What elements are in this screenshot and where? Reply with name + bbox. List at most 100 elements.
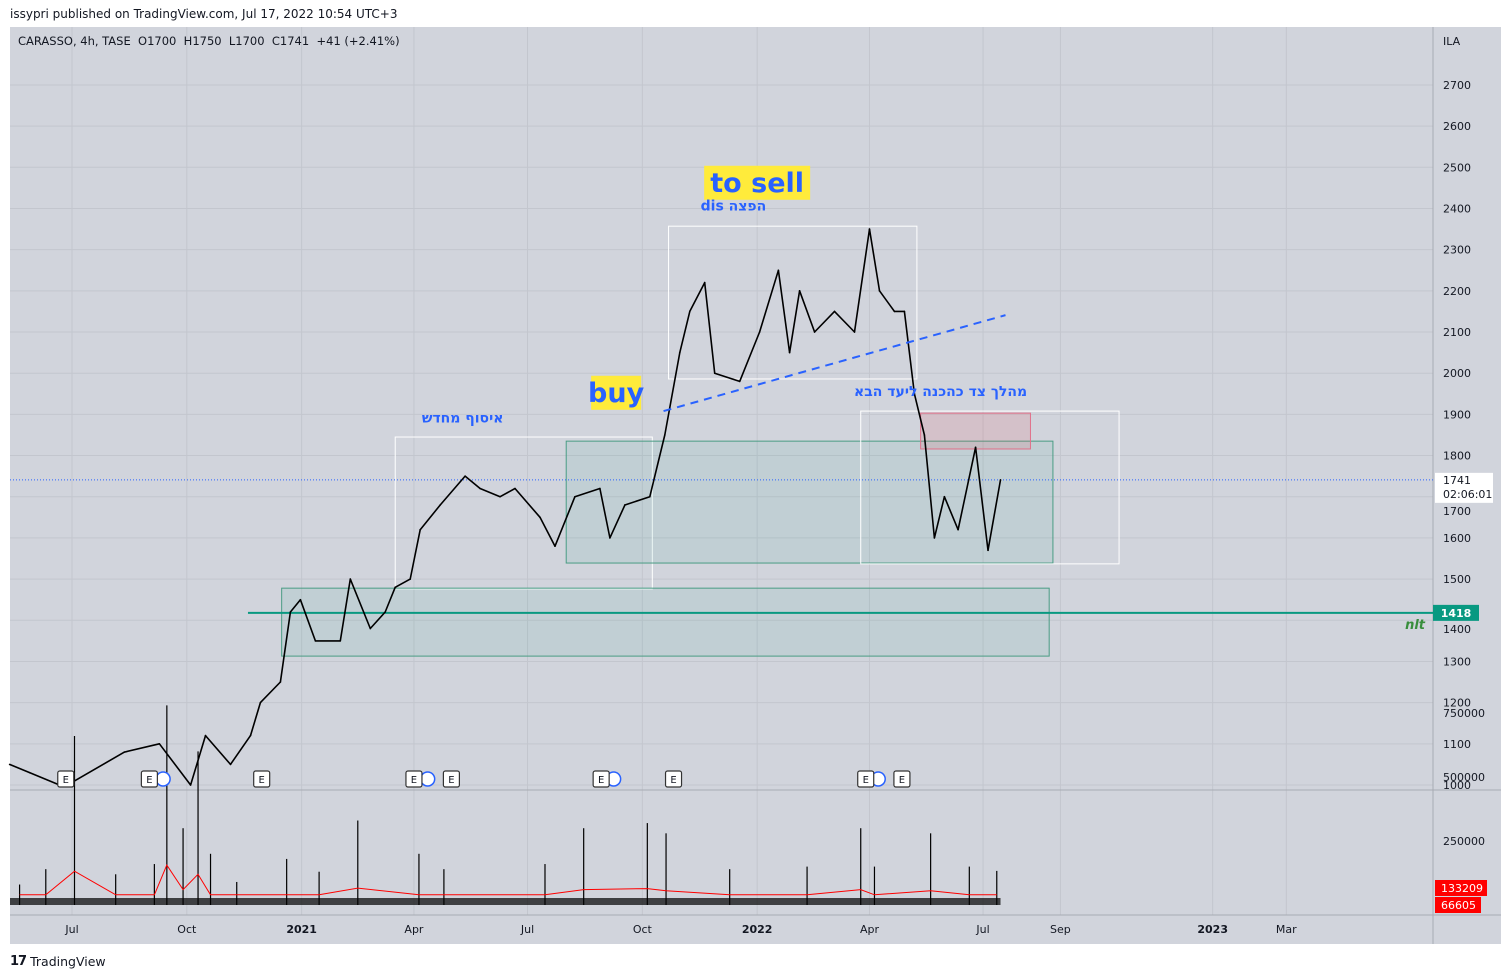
earnings-marker-icon[interactable] <box>405 770 423 788</box>
volume-last-label: 133209 <box>1441 882 1483 895</box>
x-tick-label: 2021 <box>286 923 317 936</box>
earnings-marker-icon[interactable] <box>253 770 271 788</box>
bar-countdown-label: 02:06:01 <box>1443 488 1492 501</box>
price-point <box>703 281 706 284</box>
brand-name: TradingView <box>30 954 106 969</box>
annotation-to-sell[interactable]: to sell <box>710 168 804 199</box>
price-point <box>923 434 926 436</box>
annotation-buy[interactable]: buy <box>588 378 645 409</box>
x-tick-label: Apr <box>404 923 424 936</box>
earnings-marker-icon[interactable] <box>857 770 875 788</box>
price-point <box>678 351 681 354</box>
x-tick-label: Jul <box>975 923 989 936</box>
price-point <box>499 495 501 498</box>
price-point <box>688 310 691 313</box>
price-point <box>28 771 31 774</box>
tradingview-logo-icon: 17 <box>10 954 27 969</box>
price-point <box>299 598 302 601</box>
volume-ma-line <box>19 864 997 896</box>
earnings-marker-label: E <box>259 775 265 786</box>
x-tick-label: Mar <box>1276 923 1297 936</box>
price-point <box>788 351 791 354</box>
price-point <box>903 310 906 313</box>
accumulation-box[interactable] <box>394 436 653 590</box>
earnings-marker-label: E <box>146 775 152 786</box>
y-tick-label: 1600 <box>1443 532 1471 545</box>
support-zone-box[interactable] <box>565 440 1054 564</box>
dividend-marker-icon[interactable] <box>419 771 436 787</box>
dividend-marker-icon[interactable] <box>155 771 171 787</box>
annotation-text[interactable]: הפצה dis <box>701 199 767 215</box>
y-tick-label: 2700 <box>1443 79 1471 92</box>
currency-label: ILA <box>1443 35 1461 48</box>
price-point <box>798 290 801 292</box>
price-point <box>913 392 916 395</box>
price-point <box>439 504 441 506</box>
price-point <box>514 487 516 490</box>
price-point <box>933 537 936 539</box>
earnings-marker-icon[interactable] <box>442 770 460 788</box>
y-tick-label: 2200 <box>1443 285 1471 298</box>
y-tick-label: 2500 <box>1443 161 1471 174</box>
annotation-text[interactable]: מהלך צד כהכנה ליעד הבא <box>854 384 1027 400</box>
volume-badge <box>1435 880 1487 896</box>
price-point <box>369 627 372 630</box>
earnings-marker-icon[interactable] <box>140 770 158 788</box>
price-point <box>384 611 387 613</box>
price-point <box>758 331 761 333</box>
y-tick-label: 1400 <box>1443 623 1471 636</box>
price-point <box>599 487 601 490</box>
earnings-marker-icon[interactable] <box>57 770 75 788</box>
price-point <box>664 434 666 436</box>
price-point <box>394 586 397 589</box>
sideways-box[interactable] <box>860 410 1120 565</box>
price-point <box>249 734 252 737</box>
price-point <box>349 578 352 580</box>
x-tick-label: Oct <box>633 923 653 936</box>
price-point <box>279 681 282 683</box>
price-point <box>868 228 871 230</box>
earnings-marker-label: E <box>670 775 676 786</box>
footer: 17 TradingView <box>10 954 106 969</box>
y-tick-label: 2400 <box>1443 202 1471 215</box>
earnings-marker-icon[interactable] <box>592 770 610 788</box>
price-point <box>649 495 651 498</box>
price-point <box>8 763 11 766</box>
price-point <box>893 310 896 313</box>
x-tick-label: Apr <box>860 923 880 936</box>
y-tick-label: 1500 <box>1443 573 1471 586</box>
price-point <box>853 331 856 333</box>
x-tick-label: Oct <box>177 923 197 936</box>
price-point <box>464 475 466 477</box>
y-tick-label: 1200 <box>1443 697 1471 710</box>
hline-price-label: 1418 <box>1441 607 1472 620</box>
price-point <box>479 487 481 490</box>
y-tick-label: 1800 <box>1443 450 1471 463</box>
price-point <box>624 504 626 506</box>
y-tick-label: 1300 <box>1443 655 1471 668</box>
price-point <box>158 743 161 745</box>
price-point <box>314 640 317 642</box>
volume-ma-badge <box>1435 897 1481 913</box>
price-point <box>554 545 556 547</box>
resistance-box[interactable] <box>920 412 1031 450</box>
published-caption: issypri published on TradingView.com, Ju… <box>10 7 398 21</box>
earnings-marker-icon[interactable] <box>664 770 683 788</box>
annotation-text[interactable]: איסוף מחדש <box>422 411 504 427</box>
earnings-marker-label: E <box>899 775 905 786</box>
annotation-highlight-bg <box>591 375 642 410</box>
price-point <box>229 763 232 766</box>
price-point <box>289 611 292 613</box>
annotation-highlight-bg <box>704 165 811 200</box>
trendline[interactable] <box>663 314 1006 413</box>
distribution-box[interactable] <box>668 225 918 380</box>
base-box[interactable] <box>281 587 1050 657</box>
price-point <box>339 640 342 642</box>
volume-baseline-bars <box>10 898 1001 905</box>
hline-name-label: nlt <box>1405 618 1426 633</box>
volume-tick-label: 750000 <box>1443 707 1485 720</box>
earnings-marker-label: E <box>448 775 454 786</box>
earnings-marker-icon[interactable] <box>893 770 911 788</box>
